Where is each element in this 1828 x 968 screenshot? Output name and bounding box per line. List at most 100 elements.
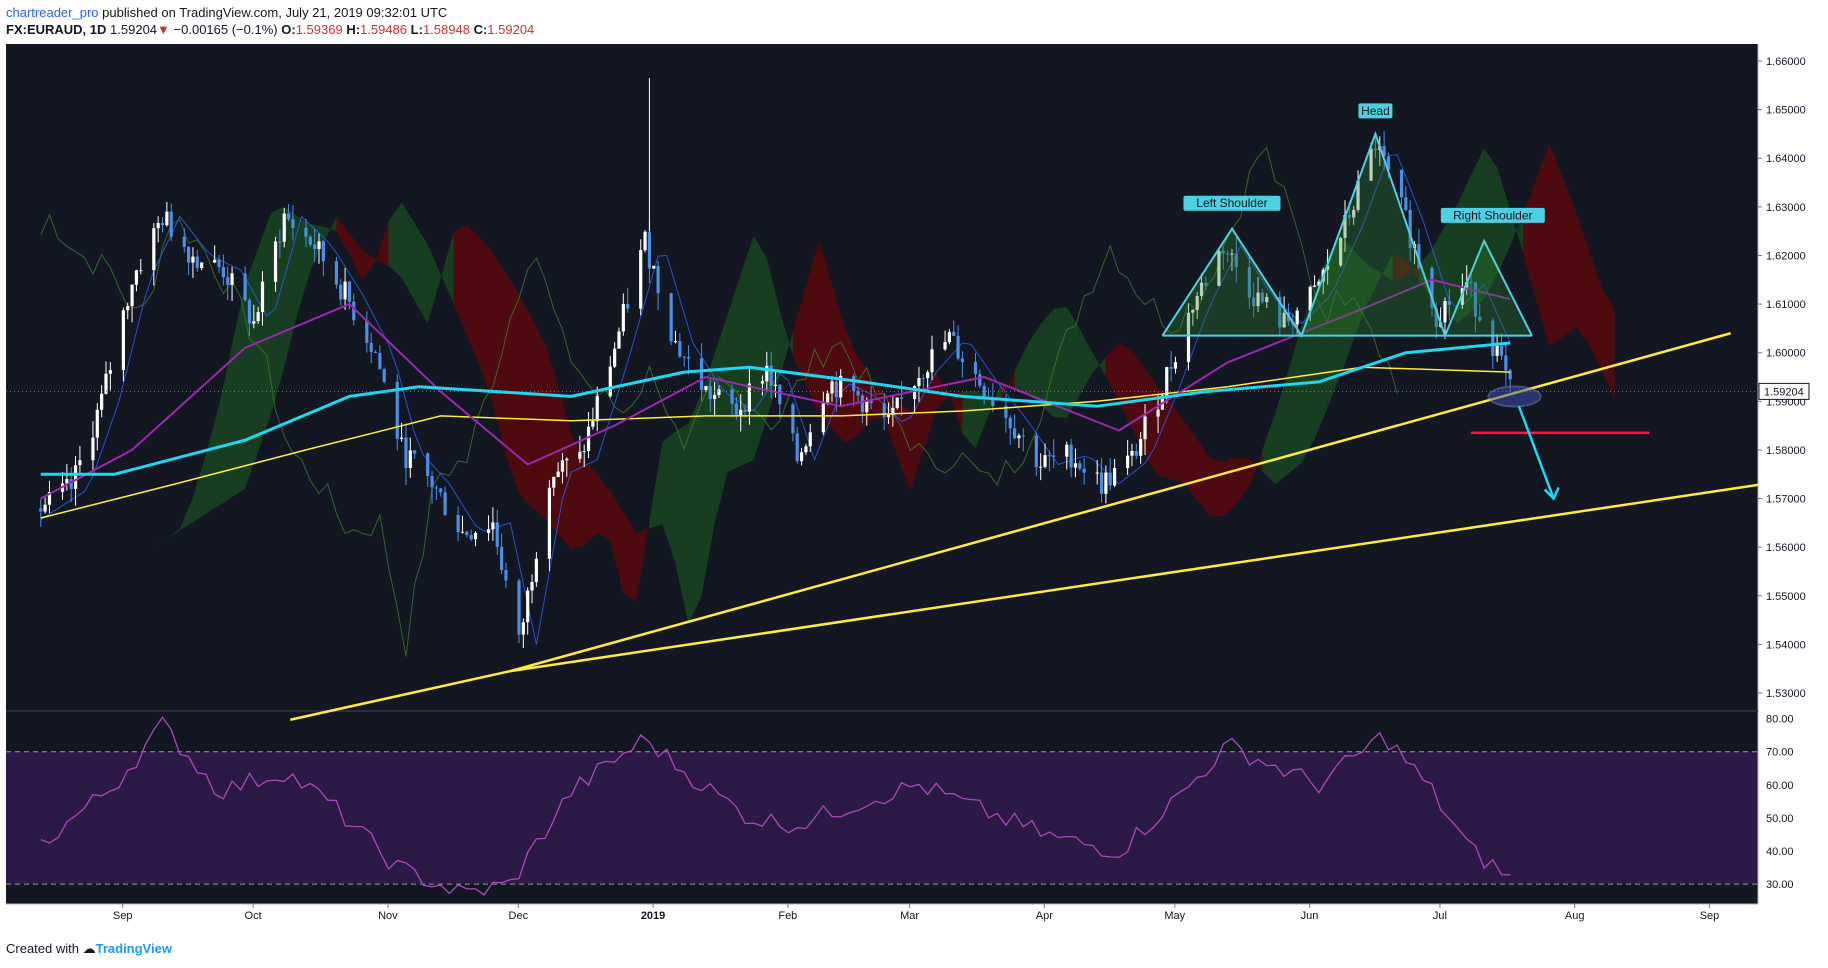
candle-up <box>1265 296 1269 303</box>
candle-down <box>1226 253 1230 255</box>
candle-up <box>1073 463 1078 468</box>
price-axis-label: 1.62000 <box>1766 250 1806 262</box>
candle-down <box>778 384 782 405</box>
cloud-segment <box>1353 250 1367 340</box>
cloud-segment <box>466 224 480 367</box>
time-axis-label: Apr <box>1036 910 1053 922</box>
head-label-bg <box>1358 103 1393 119</box>
cloud-segment <box>714 314 728 523</box>
tradingview-logo[interactable]: TradingView <box>95 941 172 956</box>
last-price: 1.59204 <box>110 22 158 37</box>
cloud-segment <box>310 224 324 271</box>
cloud-segment <box>792 286 806 386</box>
candle-up <box>1195 295 1199 310</box>
candle-down <box>1252 297 1256 307</box>
candle-down <box>504 569 508 581</box>
candle-up <box>1156 409 1160 417</box>
cloud-segment <box>414 223 428 324</box>
left-shoulder-label: Left Shoulder <box>1196 196 1267 210</box>
cloud-segment <box>245 248 259 489</box>
candle-up <box>643 231 647 251</box>
candle-up <box>639 250 643 309</box>
time-axis-label: Nov <box>378 910 398 922</box>
cloud-segment <box>597 474 611 541</box>
candle-down <box>921 378 925 380</box>
candle-down <box>1021 435 1025 437</box>
candle-up <box>400 437 404 439</box>
cloud-segment <box>401 202 415 301</box>
time-axis-label: Jun <box>1301 910 1319 922</box>
cloud-segment <box>1027 324 1041 405</box>
candle-up <box>595 396 599 422</box>
candle-down <box>1169 367 1173 369</box>
pattern-fill <box>1162 133 1532 336</box>
candle-down <box>313 244 317 250</box>
candle-up <box>139 270 143 272</box>
candle-up <box>130 284 134 306</box>
head-and-shoulders-outline <box>1161 130 1533 339</box>
projection-arrow <box>1517 405 1555 499</box>
candle-up <box>78 460 82 466</box>
candle-down <box>682 356 686 358</box>
candle-down <box>656 265 660 294</box>
candle-down <box>1221 250 1225 254</box>
candle-up <box>1104 472 1108 494</box>
price-change: −0.00165 (−0.1%) <box>173 22 278 37</box>
candle-up <box>760 381 765 384</box>
cloud-segment <box>975 391 989 449</box>
cloud-segment <box>1066 307 1080 418</box>
candle-up <box>839 375 843 398</box>
footer: Created with ☁TradingView <box>6 941 172 957</box>
candle-down <box>469 535 473 540</box>
candle-down <box>978 374 982 386</box>
candle-up <box>65 479 69 484</box>
cloud-segment <box>1053 307 1067 418</box>
candle-down <box>1469 282 1473 284</box>
cloud-segment <box>1340 236 1354 375</box>
cloud-segment <box>727 274 741 473</box>
head-label: Head <box>1361 104 1390 118</box>
candle-up <box>917 378 921 387</box>
candle-down <box>860 395 865 413</box>
candle-down <box>869 400 873 404</box>
primary-trendline-left <box>290 669 511 721</box>
candle-up <box>1217 250 1221 286</box>
candle-down <box>1499 345 1504 356</box>
candle-down <box>221 266 225 278</box>
candle-up <box>1095 472 1099 474</box>
candle-up <box>100 393 104 410</box>
candle-up <box>108 370 112 374</box>
candle-up <box>126 305 130 311</box>
candle-down <box>1399 169 1404 198</box>
candle-down <box>352 301 356 321</box>
candle-down <box>1278 296 1282 328</box>
candle-up <box>1343 215 1347 238</box>
candle-up <box>886 414 891 418</box>
candle-down <box>1382 146 1386 157</box>
candle-down <box>678 341 682 357</box>
candle-down <box>382 369 386 382</box>
cyan-moving-average <box>40 341 1511 476</box>
cloud-segment <box>1588 247 1602 371</box>
candle-up <box>930 349 934 373</box>
candle-down <box>339 284 343 300</box>
candle-down <box>517 580 521 635</box>
cloud-segment <box>1001 371 1015 401</box>
candle-up <box>1173 362 1178 369</box>
cloud-segment <box>1079 329 1093 396</box>
author-link[interactable]: chartreader_pro <box>6 5 99 20</box>
cloud-segment <box>701 353 715 596</box>
cloud-segment <box>805 240 819 414</box>
candle-down <box>69 479 73 489</box>
price-chart[interactable]: 1.66000 1.65000 1.64000 1.63000 1.62000 1.610… <box>0 0 1828 935</box>
candle-down <box>734 403 738 416</box>
cloud-segment <box>740 235 754 466</box>
candle-up <box>582 451 586 453</box>
ohlc-h-value: 1.59486 <box>360 22 408 37</box>
candle-down <box>973 361 978 375</box>
cloud-segment <box>1158 387 1172 480</box>
candle-down <box>217 259 221 267</box>
cloud-segment <box>584 459 598 546</box>
candle-up <box>830 381 834 394</box>
candle-down <box>1099 472 1104 494</box>
